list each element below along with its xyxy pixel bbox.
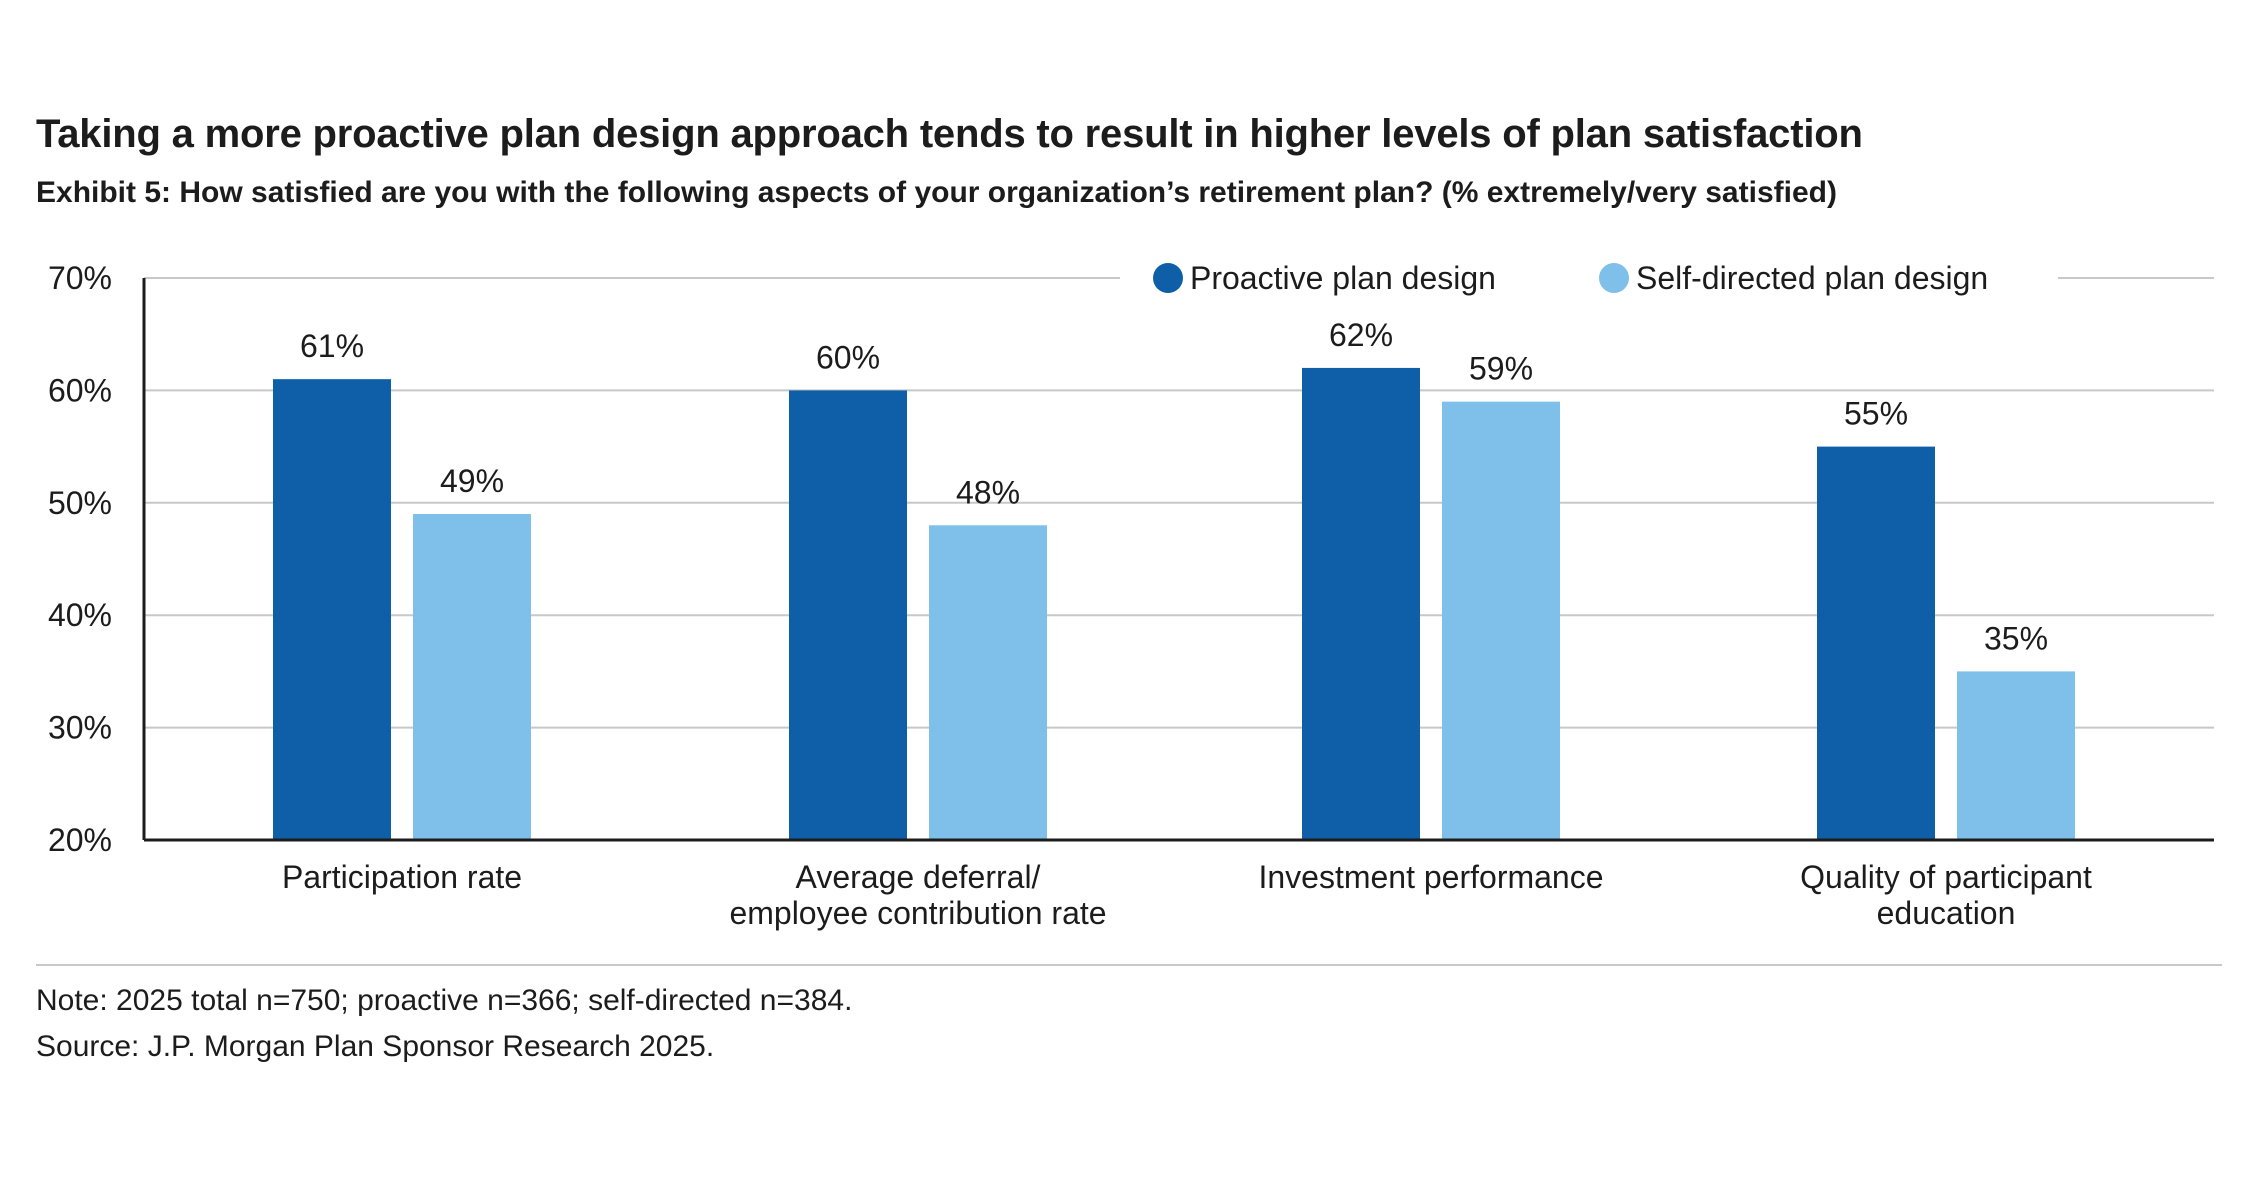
footer-divider xyxy=(36,964,2222,966)
bar-proactive xyxy=(1302,367,1420,840)
data-label: 61% xyxy=(300,328,364,364)
y-tick-label: 70% xyxy=(48,260,112,296)
bar-self-directed xyxy=(413,514,531,840)
x-tick-label: employee contribution rate xyxy=(729,895,1106,931)
data-label: 49% xyxy=(440,463,504,499)
x-axis-ticks: Participation rate Average deferral/emplo… xyxy=(282,859,2092,931)
x-tick-label: Quality of participant xyxy=(1800,859,2092,895)
chart-source: Source: J.P. Morgan Plan Sponsor Researc… xyxy=(36,1030,715,1063)
x-tick-label: Investment performance xyxy=(1258,859,1603,895)
data-label: 59% xyxy=(1469,351,1533,387)
bar-proactive xyxy=(273,379,391,840)
bars xyxy=(273,367,2075,840)
chart-note: Note: 2025 total n=750; proactive n=366;… xyxy=(36,984,853,1017)
x-tick-label: Participation rate xyxy=(282,859,522,895)
y-tick-label: 20% xyxy=(48,822,112,858)
bar-proactive xyxy=(1817,446,1935,840)
data-label: 60% xyxy=(816,339,880,375)
bar-self-directed xyxy=(929,525,1047,840)
data-label: 48% xyxy=(956,474,1020,510)
chart-subtitle: Exhibit 5: How satisfied are you with th… xyxy=(36,176,1837,209)
y-tick-label: 50% xyxy=(48,485,112,521)
legend-label: Proactive plan design xyxy=(1190,260,1496,296)
y-tick-label: 30% xyxy=(48,710,112,746)
data-label: 62% xyxy=(1329,317,1393,353)
x-tick-label: education xyxy=(1877,895,2016,931)
chart-title: Taking a more proactive plan design appr… xyxy=(36,112,1863,156)
bar-self-directed xyxy=(1442,401,1560,840)
data-labels: 61% 49% 60% 48% 62% 59% 55% 35% xyxy=(300,317,2048,656)
data-label: 35% xyxy=(1984,620,2048,656)
y-axis-ticks: 20% 30% 40% 50% 60% 70% xyxy=(48,260,112,858)
legend-label: Self-directed plan design xyxy=(1636,260,1988,296)
legend-swatch-proactive xyxy=(1153,263,1183,293)
legend-background xyxy=(1120,252,2058,304)
bar-proactive xyxy=(789,390,907,840)
legend-swatch-self-directed xyxy=(1599,263,1629,293)
data-label: 55% xyxy=(1844,396,1908,432)
y-tick-label: 60% xyxy=(48,372,112,408)
y-tick-label: 40% xyxy=(48,597,112,633)
legend: Proactive plan design Self-directed plan … xyxy=(1120,252,2058,304)
x-tick-label: Average deferral/ xyxy=(796,859,1041,895)
bar-self-directed xyxy=(1957,671,2075,840)
bar-chart: 20% 30% 40% 50% 60% 70% 61% 49% 60% 48% 62% 59% 55%… xyxy=(47,252,2214,931)
